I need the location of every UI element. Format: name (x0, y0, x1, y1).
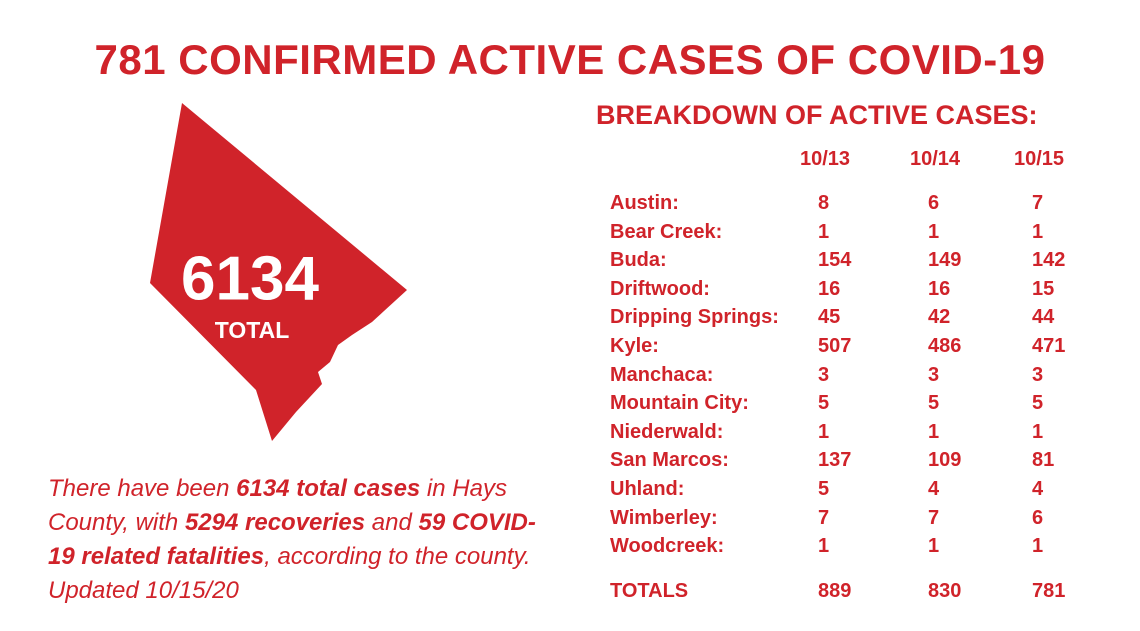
column-header: 10/15 (1014, 148, 1065, 170)
row-value: 1 (1032, 220, 1044, 243)
row-value: 44 (1032, 306, 1055, 329)
text: in Hays County, with (48, 475, 507, 536)
totals-value: 781 (1032, 580, 1066, 602)
row-value: 6 (1032, 506, 1044, 529)
row-value: 3 (928, 363, 940, 386)
table-title: BREAKDOWN OF ACTIVE CASES: (596, 100, 1038, 130)
row-value: 42 (928, 306, 951, 329)
column-header: 10/14 (910, 148, 961, 170)
row-value: 149 (928, 249, 962, 272)
row-value: 5 (1032, 392, 1044, 415)
row-value: 1 (818, 220, 830, 243)
totals-value: 889 (818, 580, 852, 602)
column-header: 10/13 (800, 148, 851, 170)
row-value: 45 (818, 306, 841, 329)
row-label: Uhland: (610, 478, 685, 500)
row-value: 3 (818, 363, 830, 386)
totals-value: 830 (928, 580, 962, 602)
row-value: 3 (1032, 363, 1044, 386)
row-value: 7 (1032, 192, 1044, 214)
row-value: 471 (1032, 335, 1066, 357)
county-shape (150, 103, 407, 441)
row-value: 154 (818, 249, 852, 272)
row-value: 4 (1032, 478, 1044, 500)
row-label: Manchaca: (610, 363, 714, 386)
row-value: 6 (928, 192, 940, 214)
row-value: 16 (818, 277, 841, 300)
row-label: Dripping Springs: (610, 306, 779, 329)
text: and (365, 509, 419, 536)
row-value: 5 (928, 392, 940, 415)
title: 781 CONFIRMED ACTIVE CASES OF COVID-19 (94, 36, 1046, 83)
row-value: 1 (818, 535, 830, 558)
row-value: 1 (928, 220, 940, 243)
row-value: 142 (1032, 249, 1066, 272)
row-label: San Marcos: (610, 449, 729, 472)
row-value: 486 (928, 335, 962, 357)
row-label: Niederwald: (610, 420, 724, 443)
bold-text: 59 COVID-19 related fatalities (48, 509, 536, 570)
row-value: 1 (1032, 535, 1044, 558)
row-value: 1 (1032, 420, 1044, 443)
row-label: Austin: (610, 192, 679, 214)
row-value: 8 (818, 192, 830, 214)
row-value: 16 (928, 277, 951, 300)
bold-text: 5294 recoveries (184, 509, 366, 536)
row-value: 7 (928, 506, 940, 529)
text: There have been (48, 475, 237, 502)
row-label: Driftwood: (610, 277, 710, 300)
map-label: TOTAL (215, 317, 290, 343)
row-value: 5 (818, 392, 830, 415)
row-value: 507 (818, 335, 852, 357)
totals-label: TOTALS (610, 580, 689, 602)
row-label: Mountain City: (610, 392, 749, 415)
row-value: 1 (818, 420, 830, 443)
row-value: 81 (1032, 449, 1055, 472)
row-value: 109 (928, 449, 962, 472)
row-label: Kyle: (610, 335, 659, 357)
row-value: 15 (1032, 277, 1055, 300)
row-value: 137 (818, 449, 852, 472)
row-value: 5 (818, 478, 830, 500)
row-value: 4 (928, 478, 940, 500)
row-value: 1 (928, 420, 940, 443)
row-value: 7 (818, 506, 830, 529)
text: , according to the county. Updated 10/15… (48, 543, 531, 604)
row-label: Bear Creek: (610, 220, 723, 243)
row-label: Wimberley: (610, 506, 718, 529)
row-value: 1 (928, 535, 940, 558)
row-label: Buda: (610, 249, 667, 272)
map-value: 6134 (181, 244, 319, 313)
summary-paragraph: There have been 6134 total cases in Hays… (48, 472, 548, 608)
row-label: Woodcreek: (610, 535, 725, 558)
bold-text: 6134 total cases (236, 475, 421, 502)
